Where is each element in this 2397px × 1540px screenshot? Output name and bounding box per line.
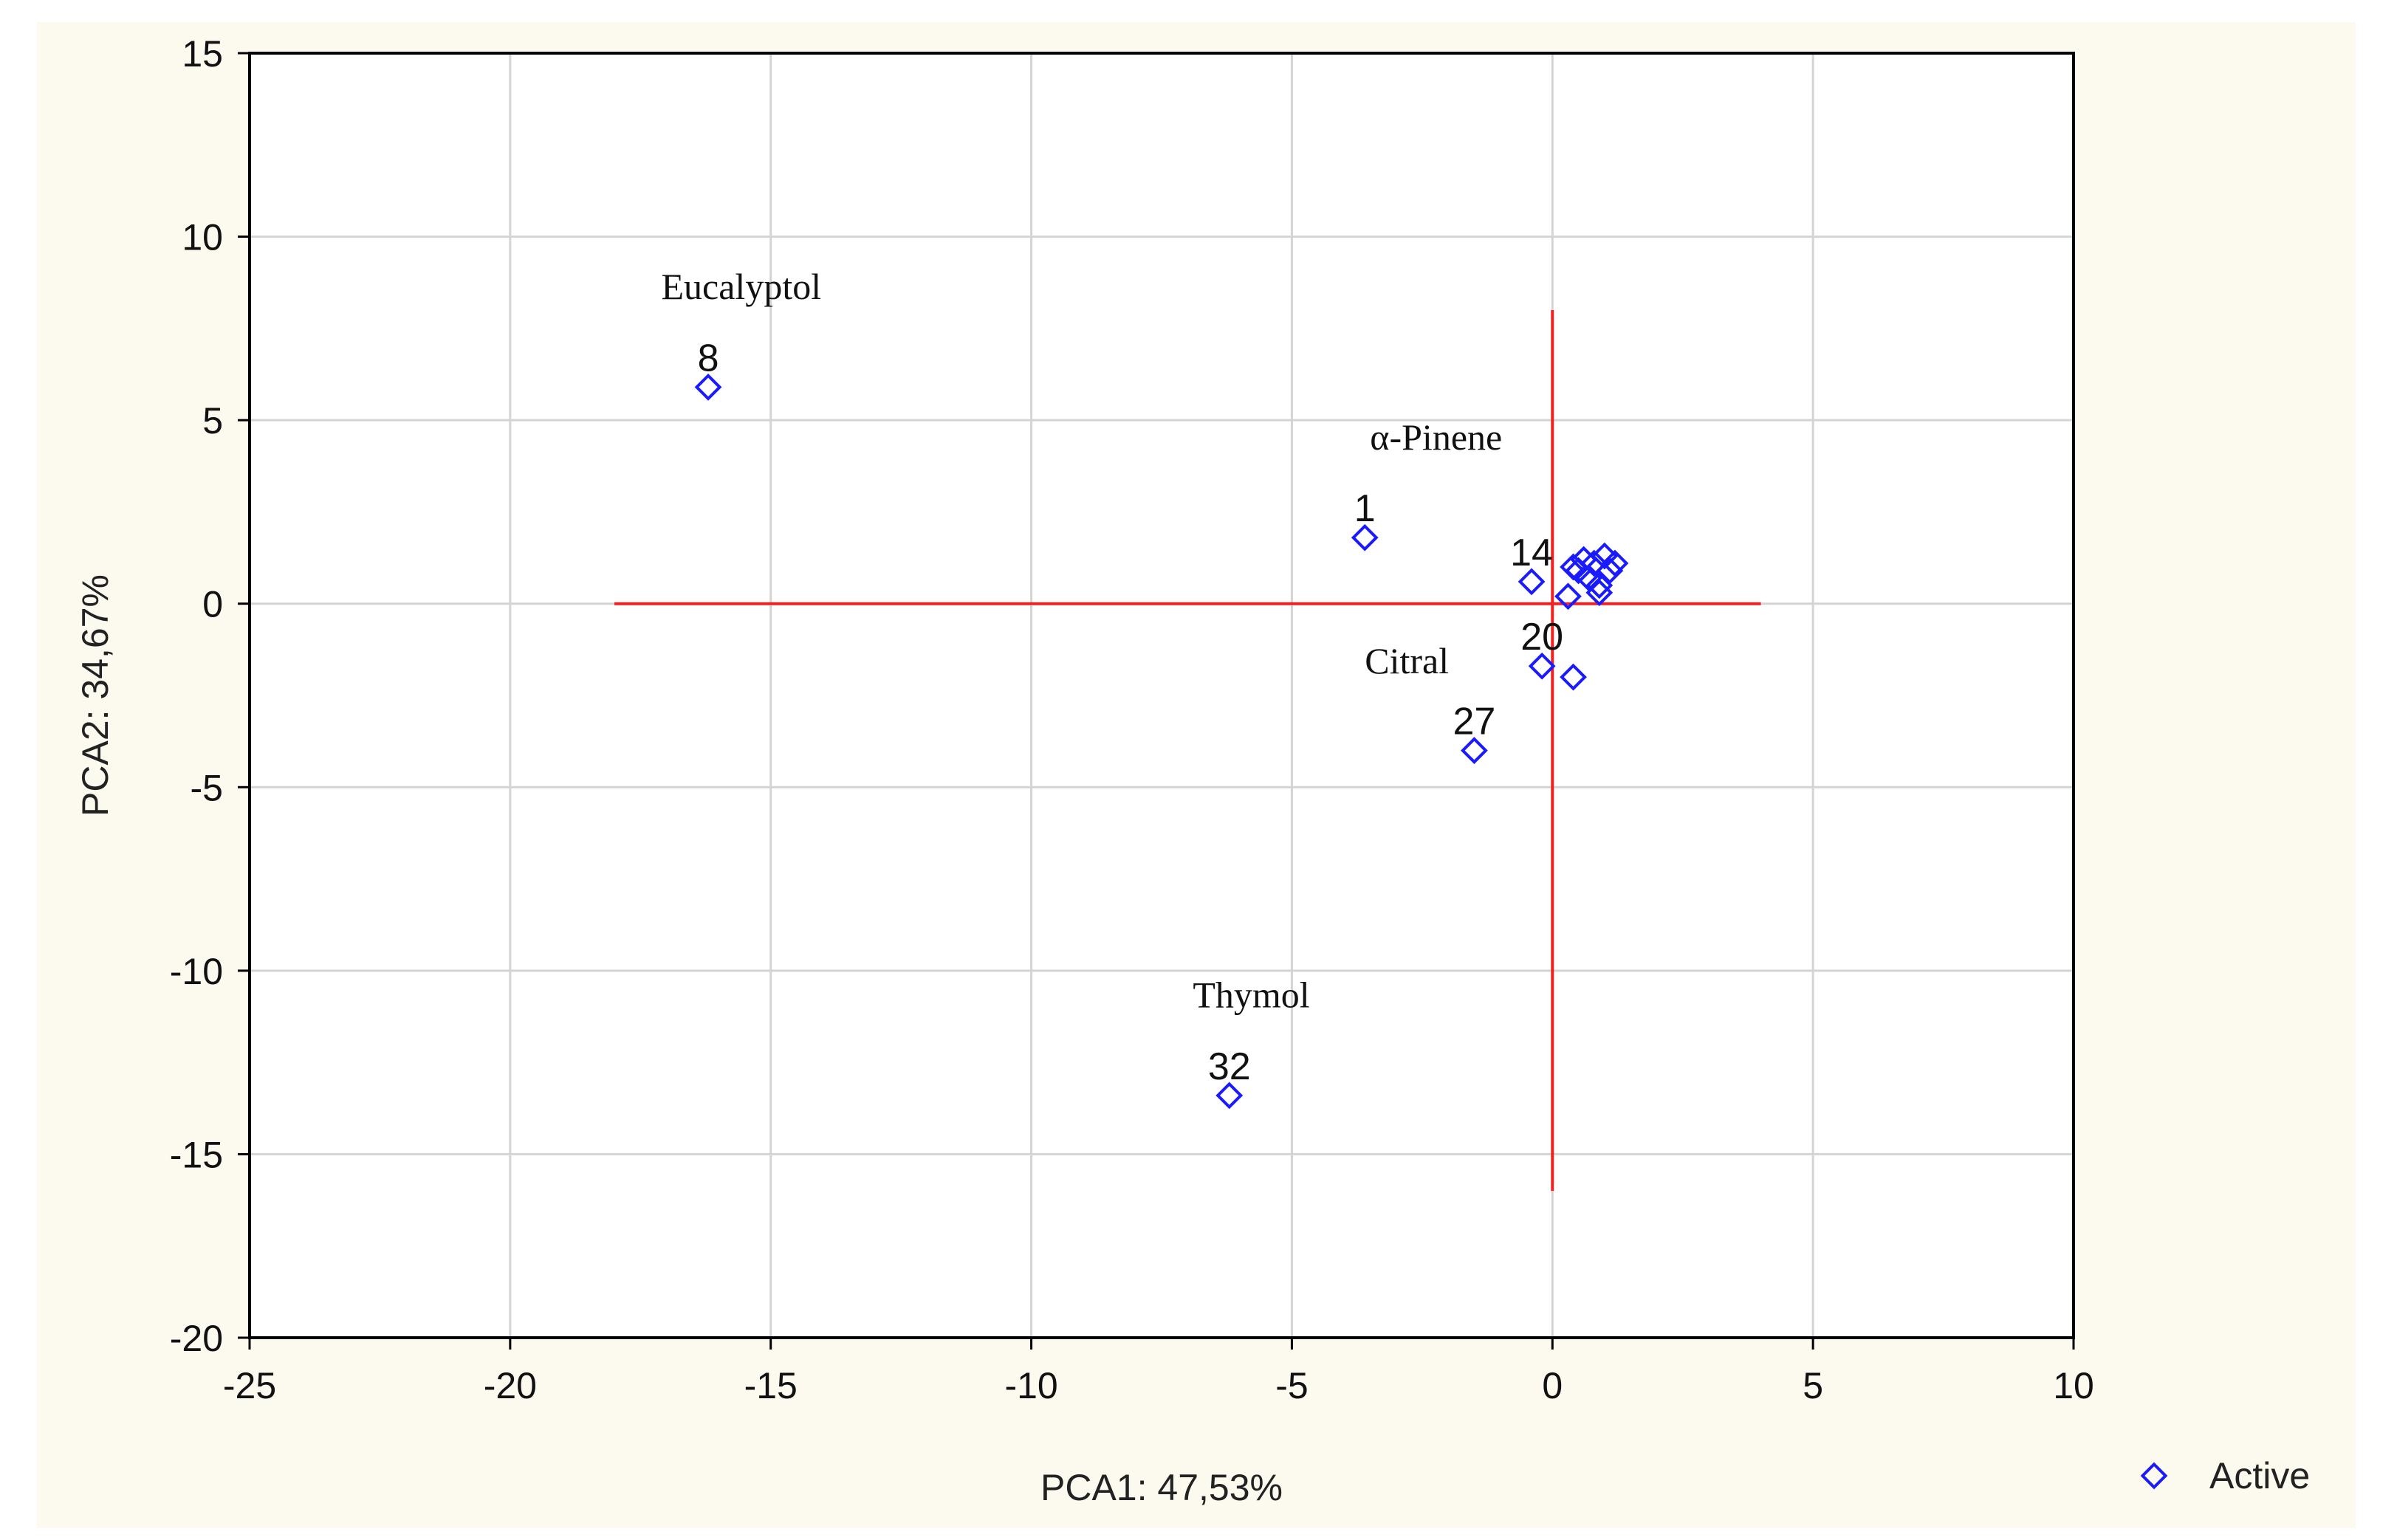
y-tick-label: -20 <box>170 1318 223 1359</box>
data-point <box>1518 568 1546 596</box>
point-label: 8 <box>698 337 719 379</box>
data-point <box>694 374 722 401</box>
data-point <box>1560 663 1587 691</box>
data-point <box>1601 549 1629 577</box>
x-tick-label: 0 <box>1542 1365 1563 1406</box>
legend-label-active: Active <box>2209 1455 2310 1496</box>
point-label: 32 <box>1208 1045 1251 1088</box>
compound-label: Thymol <box>1193 974 1309 1016</box>
data-point <box>1585 579 1614 607</box>
x-tick-label: -25 <box>223 1365 276 1406</box>
legend-marker <box>2140 1462 2168 1490</box>
point-label: 14 <box>1510 532 1553 574</box>
reference-lines <box>614 310 1761 1192</box>
data-points <box>694 374 1629 1110</box>
point-label: 27 <box>1453 701 1496 743</box>
compound-label: Citral <box>1365 640 1449 681</box>
legend: Active <box>2140 1455 2310 1496</box>
point-label: 1 <box>1354 487 1376 530</box>
x-axis-title: PCA1: 47,53% <box>1040 1467 1283 1508</box>
data-point <box>1215 1082 1244 1110</box>
x-tick-label: -15 <box>744 1365 798 1406</box>
data-point <box>1351 523 1379 551</box>
data-point <box>1554 582 1582 611</box>
compound-annotations: Eucalyptol α-Pinene Citral Thymol <box>662 266 1503 1015</box>
y-tick-label: 10 <box>182 217 223 258</box>
plot-frame <box>248 52 2075 1339</box>
y-tick-label: 15 <box>182 33 223 75</box>
y-tick-label: 0 <box>202 584 223 625</box>
x-tick-label: 5 <box>1803 1365 1823 1406</box>
compound-label: α-Pinene <box>1370 416 1502 458</box>
x-tick-label: 10 <box>2053 1365 2094 1406</box>
data-point <box>1560 553 1587 581</box>
y-tick-label: -5 <box>191 767 223 808</box>
plot-area <box>250 53 2074 1338</box>
y-tick-label: -15 <box>170 1134 223 1175</box>
point-label: 20 <box>1520 616 1563 659</box>
y-tick-label: 5 <box>202 400 223 441</box>
point-labels: 8 1 27 32 14 20 <box>698 337 1564 1087</box>
data-point <box>1585 571 1614 599</box>
x-tick-label: -5 <box>1275 1365 1308 1406</box>
compound-label: Eucalyptol <box>662 266 822 307</box>
y-tick-label: -10 <box>170 951 223 992</box>
x-tick-label: -10 <box>1004 1365 1057 1406</box>
data-point <box>1528 652 1556 680</box>
x-tick-label: -20 <box>484 1365 537 1406</box>
y-axis-title: PCA2: 34,67% <box>75 574 116 817</box>
data-point <box>1461 737 1488 764</box>
grid <box>250 53 2074 1338</box>
